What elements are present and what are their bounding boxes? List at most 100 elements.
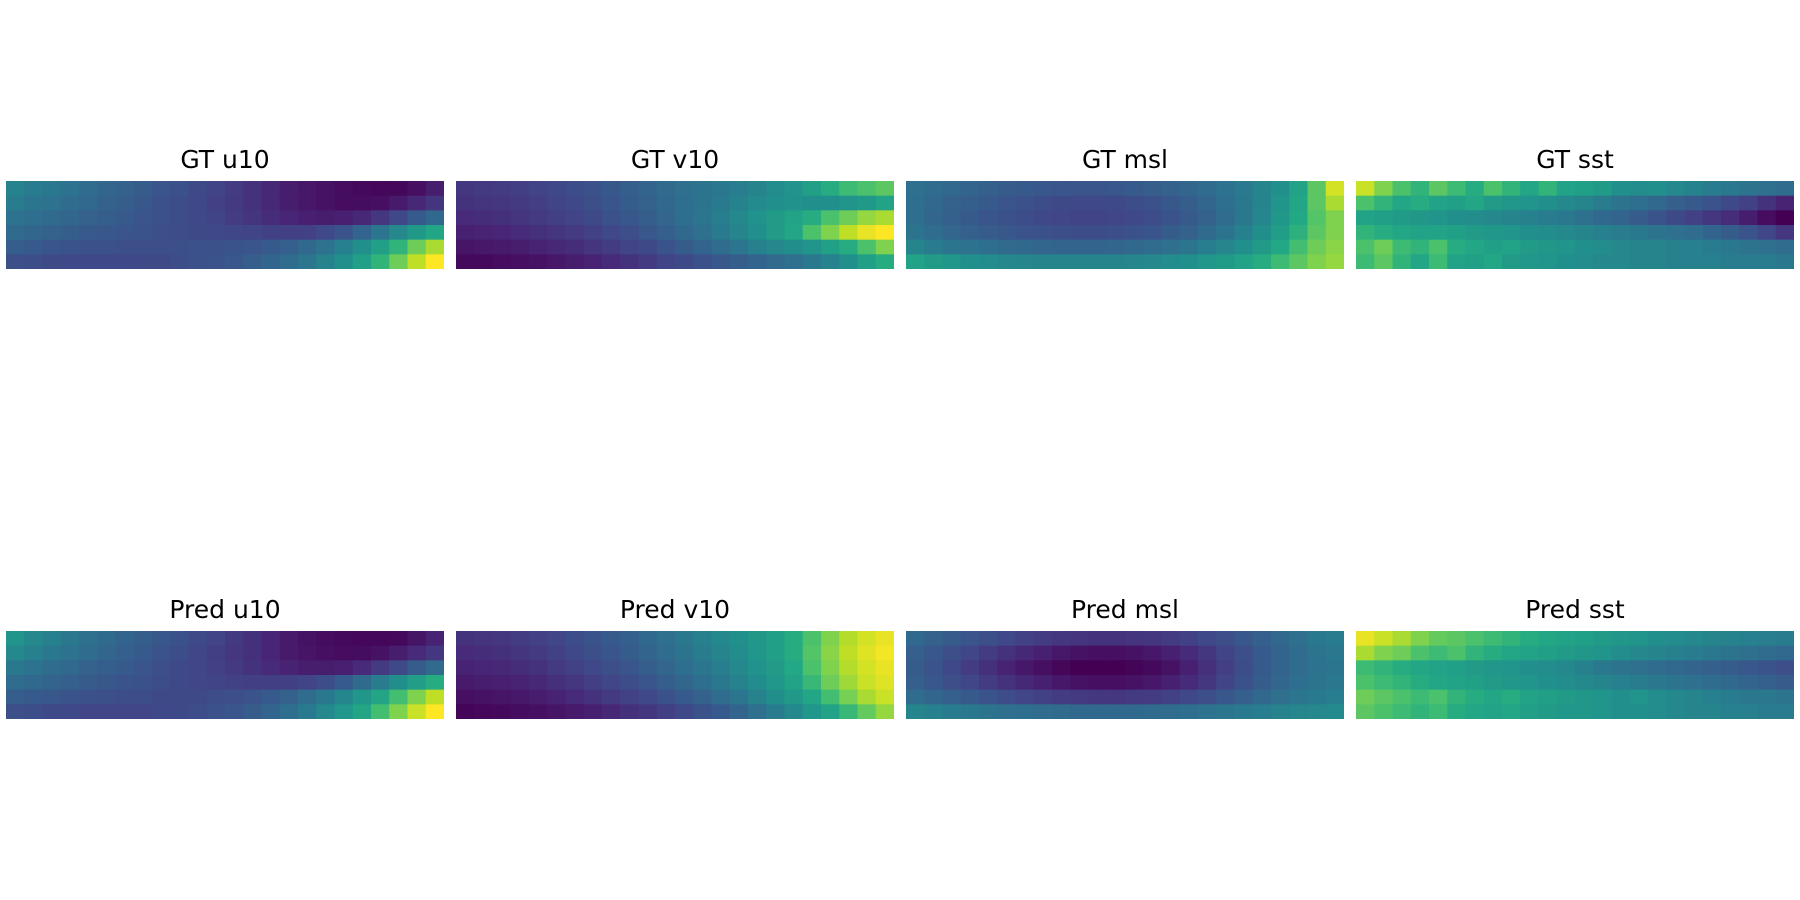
heatmap-cell <box>1143 196 1162 211</box>
heatmap-cell <box>1107 646 1126 661</box>
heatmap-cell <box>316 254 335 269</box>
heatmap-cell <box>675 631 694 646</box>
heatmap-cell <box>748 631 767 646</box>
heatmap-cell <box>1721 675 1740 690</box>
heatmap-cell <box>134 196 153 211</box>
heatmap-cell <box>1776 631 1794 646</box>
heatmap-cell <box>1374 225 1393 240</box>
heatmap-cell <box>189 254 208 269</box>
heatmap-cell <box>943 254 962 269</box>
heatmap-cell <box>97 646 116 661</box>
heatmap-cell <box>353 254 372 269</box>
heatmap-cell <box>79 675 98 690</box>
heatmap-cell <box>547 631 566 646</box>
heatmap-cell <box>97 210 116 225</box>
heatmap-cell <box>207 646 226 661</box>
heatmap-cell <box>1107 660 1126 675</box>
heatmap-cell <box>1393 690 1412 705</box>
heatmap-cell <box>1776 660 1794 675</box>
heatmap-cell <box>547 181 566 196</box>
heatmap-cell <box>262 690 281 705</box>
heatmap-cell <box>906 704 925 719</box>
heatmap-cell <box>1557 181 1576 196</box>
heatmap-cell <box>1271 181 1290 196</box>
heatmap-cell <box>408 240 427 255</box>
heatmap-cell <box>566 225 585 240</box>
heatmap-cell <box>924 646 943 661</box>
heatmap-cell <box>620 196 639 211</box>
heatmap-cell <box>657 181 676 196</box>
heatmap-gt-u10 <box>6 181 444 269</box>
heatmap-cell <box>1016 181 1035 196</box>
heatmap-cell <box>389 704 408 719</box>
heatmap-cell <box>566 646 585 661</box>
heatmap-cell <box>298 704 317 719</box>
heatmap-cell <box>924 225 943 240</box>
heatmap-cell <box>675 225 694 240</box>
heatmap-cell <box>243 196 262 211</box>
heatmap-cell <box>1326 196 1344 211</box>
heatmap-cell <box>1520 646 1539 661</box>
heatmap-cell <box>1107 254 1126 269</box>
heatmap-cell <box>1520 225 1539 240</box>
heatmap-cell <box>6 660 25 675</box>
heatmap-cell <box>1162 210 1181 225</box>
heatmap-cell <box>1052 181 1071 196</box>
heatmap-cell <box>712 181 731 196</box>
panel-title: Pred u10 <box>6 595 444 625</box>
heatmap-cell <box>1289 240 1308 255</box>
heatmap-cell <box>1070 646 1089 661</box>
heatmap-cell <box>1466 210 1485 225</box>
heatmap-cell <box>566 690 585 705</box>
heatmap-cell <box>116 631 135 646</box>
heatmap-cell <box>1466 675 1485 690</box>
heatmap-cell <box>839 254 858 269</box>
heatmap-cell <box>474 690 493 705</box>
heatmap-cell <box>1666 225 1685 240</box>
heatmap-cell <box>1125 254 1144 269</box>
heatmap-cell <box>79 704 98 719</box>
heatmap-cell <box>371 196 390 211</box>
heatmap-cell <box>493 181 512 196</box>
heatmap-cell <box>1374 704 1393 719</box>
heatmap-cell <box>1089 225 1108 240</box>
heatmap-cell <box>1466 690 1485 705</box>
heatmap-cell <box>280 660 299 675</box>
heatmap-cell <box>1271 210 1290 225</box>
heatmap-cell <box>408 181 427 196</box>
heatmap-cell <box>766 240 785 255</box>
heatmap-cell <box>712 225 731 240</box>
heatmap-cell <box>620 704 639 719</box>
heatmap-cell <box>298 210 317 225</box>
heatmap-cell <box>876 631 894 646</box>
heatmap-cell <box>1630 196 1649 211</box>
heatmap-cell <box>943 704 962 719</box>
heatmap-cell <box>1429 690 1448 705</box>
heatmap-cell <box>456 690 475 705</box>
heatmap-cell <box>639 675 658 690</box>
heatmap-cell <box>766 254 785 269</box>
heatmap-cell <box>566 254 585 269</box>
heatmap-cell <box>298 675 317 690</box>
heatmap-cell <box>1739 225 1758 240</box>
heatmap-cell <box>1539 196 1558 211</box>
heatmap-cell <box>1447 196 1466 211</box>
heatmap-cell <box>511 631 530 646</box>
heatmap-cell <box>785 675 804 690</box>
heatmap-cell <box>6 690 25 705</box>
heatmap-cell <box>1721 631 1740 646</box>
heatmap-cell <box>1685 631 1704 646</box>
heatmap-cell <box>1429 675 1448 690</box>
heatmap-cell <box>1253 225 1272 240</box>
heatmap-cell <box>371 660 390 675</box>
heatmap-cell <box>906 660 925 675</box>
heatmap-cell <box>693 646 712 661</box>
heatmap-cell <box>1557 225 1576 240</box>
heatmap-cell <box>456 210 475 225</box>
heatmap-cell <box>280 704 299 719</box>
heatmap-cell <box>1466 225 1485 240</box>
heatmap-cell <box>1198 631 1217 646</box>
heatmap-cell <box>858 225 877 240</box>
heatmap-cell <box>675 704 694 719</box>
heatmap-cell <box>858 646 877 661</box>
